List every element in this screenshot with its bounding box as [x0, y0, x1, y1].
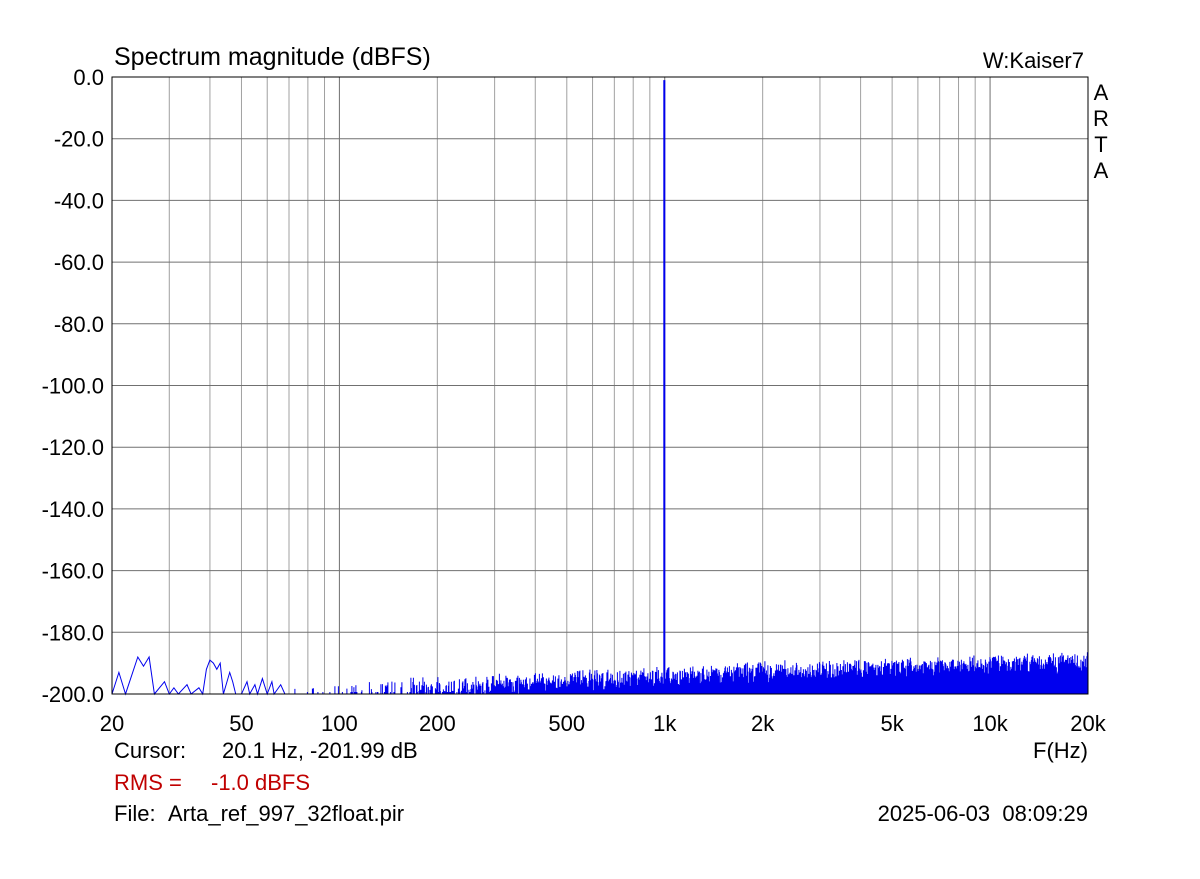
window-function-label: W:Kaiser7 [982, 48, 1084, 73]
arta-brand-label: ARTA [1093, 80, 1109, 183]
x-axis-ticks: 20 50 100 200 500 1k 2k 5k 10k 20k [100, 711, 1107, 736]
y-axis-ticks: 0.0 -20.0 -40.0 -60.0 -80.0 -100.0 -120.0 -140.… [42, 65, 104, 707]
x-tick-label: 1k [653, 711, 677, 736]
chart-title: Spectrum magnitude (dBFS) [114, 43, 431, 71]
y-tick-label: -120.0 [42, 435, 104, 460]
cursor-label: Cursor: [114, 738, 187, 763]
timestamp: 2025-06-03 08:09:29 [877, 801, 1088, 826]
rms-value: -1.0 dBFS [211, 770, 311, 795]
y-tick-label: -20.0 [54, 127, 104, 152]
y-tick-label: -160.0 [42, 559, 104, 584]
y-tick-label: 0.0 [73, 65, 104, 90]
x-tick-label: 5k [881, 711, 905, 736]
x-tick-label: 500 [548, 711, 585, 736]
x-tick-label: 2k [751, 711, 775, 736]
x-tick-label: 200 [419, 711, 456, 736]
y-tick-label: -80.0 [54, 312, 104, 337]
noise-trace-low [111, 655, 286, 696]
x-tick-label: 20k [1070, 711, 1106, 736]
y-tick-label: -180.0 [42, 620, 104, 645]
x-tick-label: 10k [972, 711, 1008, 736]
spectrum-chart: 0.0 -20.0 -40.0 -60.0 -80.0 -100.0 -120.0 -140.… [42, 65, 1107, 736]
rms-label: RMS = [114, 770, 182, 795]
y-tick-label: -100.0 [42, 374, 104, 399]
x-tick-label: 100 [321, 711, 358, 736]
y-tick-label: -200.0 [42, 682, 104, 707]
x-tick-label: 20 [100, 711, 124, 736]
y-tick-label: -140.0 [42, 497, 104, 522]
x-tick-label: 50 [229, 711, 253, 736]
cursor-readout: Cursor: 20.1 Hz, -201.99 dB [114, 738, 418, 816]
plot-frame [111, 76, 1089, 695]
x-axis-label: F(Hz) [1033, 738, 1088, 763]
file-label: File: [114, 801, 156, 826]
file-name: Arta_ref_997_32float.pir [168, 801, 405, 826]
noise-floor-trace [294, 652, 1089, 694]
y-tick-label: -60.0 [54, 250, 104, 275]
chart-grid [112, 77, 1088, 694]
y-tick-label: -40.0 [54, 188, 104, 213]
cursor-value: 20.1 Hz, -201.99 dB [222, 738, 418, 763]
file-readout: File: Arta_ref_997_32float.pir [114, 801, 404, 879]
chart-plot-area [111, 80, 1089, 696]
rms-readout: RMS = -1.0 dBFS [114, 770, 310, 848]
